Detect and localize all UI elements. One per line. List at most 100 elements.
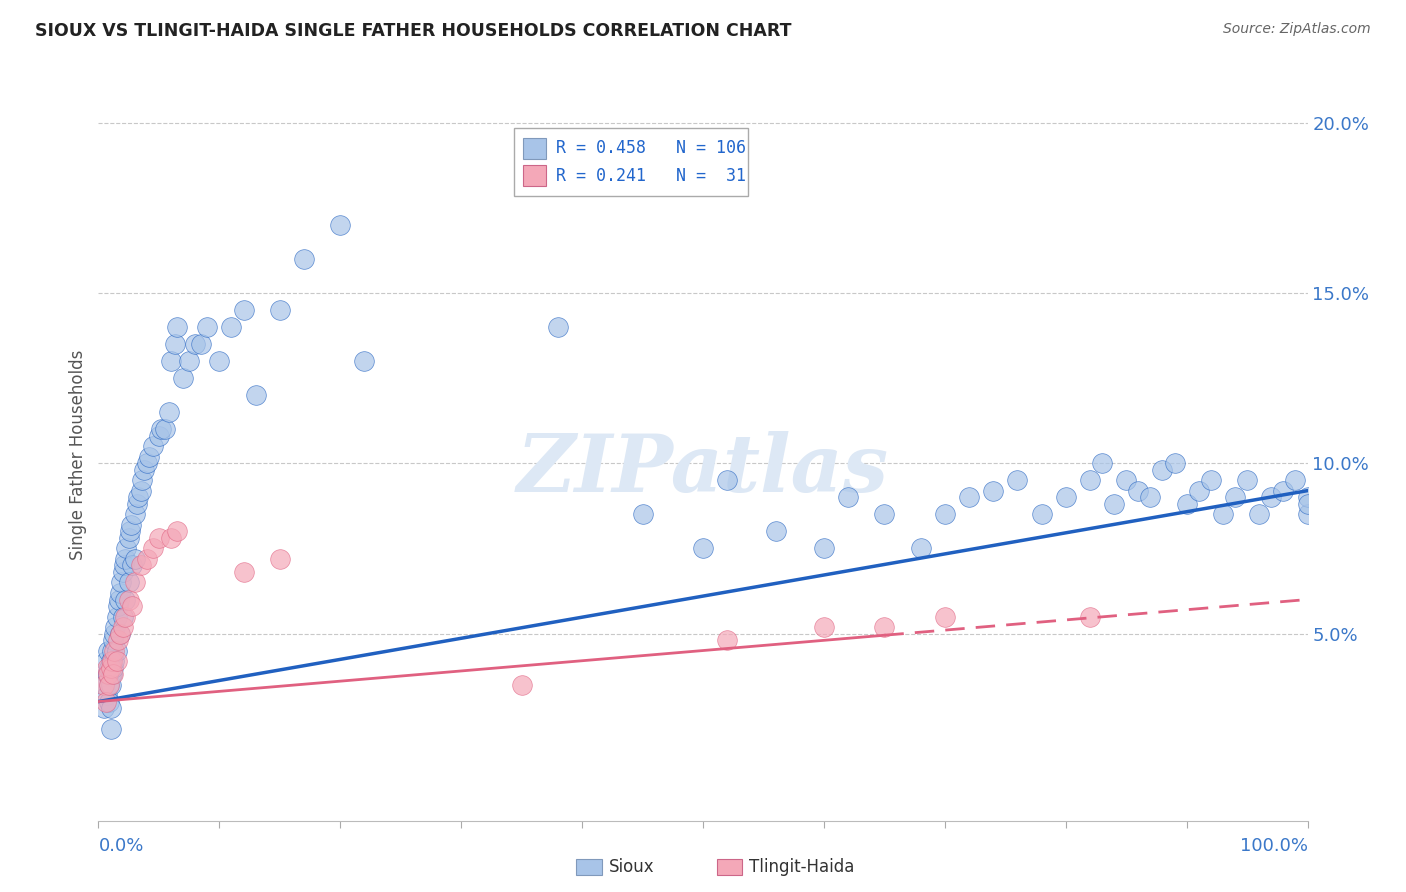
Point <box>118 575 141 590</box>
Text: Source: ZipAtlas.com: Source: ZipAtlas.com <box>1223 22 1371 37</box>
Point <box>221 320 243 334</box>
Point <box>163 337 186 351</box>
Text: 0.0%: 0.0% <box>98 837 143 855</box>
Point <box>100 677 122 691</box>
Point <box>103 643 125 657</box>
Point <box>208 354 231 368</box>
Point <box>910 541 932 556</box>
Point <box>1163 457 1185 471</box>
Point <box>124 508 146 522</box>
Point <box>1115 474 1137 488</box>
Point <box>692 541 714 556</box>
Point <box>1152 463 1174 477</box>
Point <box>172 371 194 385</box>
Point <box>96 660 118 674</box>
Point <box>121 599 143 614</box>
Point <box>127 497 149 511</box>
Point <box>813 620 835 634</box>
Point <box>100 667 122 681</box>
Point <box>94 695 117 709</box>
Point <box>873 508 896 522</box>
Text: R = 0.458   N = 106: R = 0.458 N = 106 <box>555 139 745 157</box>
Point <box>269 303 291 318</box>
Point <box>118 531 141 545</box>
Text: Tlingit-Haida: Tlingit-Haida <box>749 858 855 876</box>
Point <box>118 592 141 607</box>
Point <box>153 422 176 436</box>
Point <box>1249 508 1271 522</box>
Point <box>160 531 183 545</box>
Point <box>100 643 122 657</box>
Point <box>1199 474 1222 488</box>
Point <box>934 609 956 624</box>
Point <box>112 558 135 573</box>
Point <box>232 566 254 580</box>
Point <box>114 592 136 607</box>
Point <box>114 551 136 566</box>
Point <box>111 620 134 634</box>
Point <box>765 524 787 539</box>
Point <box>1236 474 1258 488</box>
Point <box>1031 508 1053 522</box>
Point <box>111 609 134 624</box>
Point <box>716 474 738 488</box>
Point <box>131 474 153 488</box>
Text: R = 0.241   N =  31: R = 0.241 N = 31 <box>555 167 745 185</box>
Point <box>329 219 352 233</box>
Point <box>96 688 118 702</box>
Point <box>142 439 165 453</box>
Point <box>1284 474 1306 488</box>
Point <box>1296 508 1319 522</box>
Point <box>166 320 188 334</box>
Point <box>934 508 956 522</box>
Point <box>873 620 896 634</box>
Point <box>129 483 152 498</box>
Point <box>98 677 121 691</box>
Point <box>1102 497 1125 511</box>
Point <box>138 450 160 464</box>
Point <box>93 677 115 691</box>
Y-axis label: Single Father Households: Single Father Households <box>69 350 87 560</box>
Point <box>134 463 156 477</box>
Point <box>631 508 654 522</box>
Point <box>105 654 128 668</box>
Point <box>103 654 125 668</box>
Point <box>1091 457 1114 471</box>
Point <box>813 541 835 556</box>
Point <box>111 566 134 580</box>
Point <box>957 491 980 505</box>
Point <box>108 585 131 599</box>
Point <box>1212 508 1234 522</box>
Point <box>232 303 254 318</box>
Point <box>103 626 125 640</box>
Point <box>101 633 124 648</box>
Point <box>100 722 122 736</box>
Point <box>100 701 122 715</box>
Point <box>135 551 157 566</box>
Point <box>1175 497 1198 511</box>
Text: ZIPatlas: ZIPatlas <box>517 431 889 508</box>
Point <box>547 320 569 334</box>
Point <box>1054 491 1077 505</box>
Point <box>716 633 738 648</box>
Point <box>97 667 120 681</box>
Point <box>292 252 315 267</box>
Point <box>104 620 127 634</box>
Point <box>1188 483 1211 498</box>
Point <box>108 626 131 640</box>
Point <box>1296 497 1319 511</box>
Point <box>837 491 859 505</box>
Point <box>115 541 138 556</box>
Point <box>100 654 122 668</box>
Point <box>110 575 132 590</box>
Point <box>100 660 122 674</box>
Point <box>353 354 375 368</box>
Point <box>510 677 533 691</box>
Point <box>150 422 173 436</box>
Point <box>1272 483 1295 498</box>
Point <box>1223 491 1246 505</box>
Point <box>1139 491 1161 505</box>
Point <box>118 524 141 539</box>
Point <box>114 609 136 624</box>
Point <box>93 677 115 691</box>
